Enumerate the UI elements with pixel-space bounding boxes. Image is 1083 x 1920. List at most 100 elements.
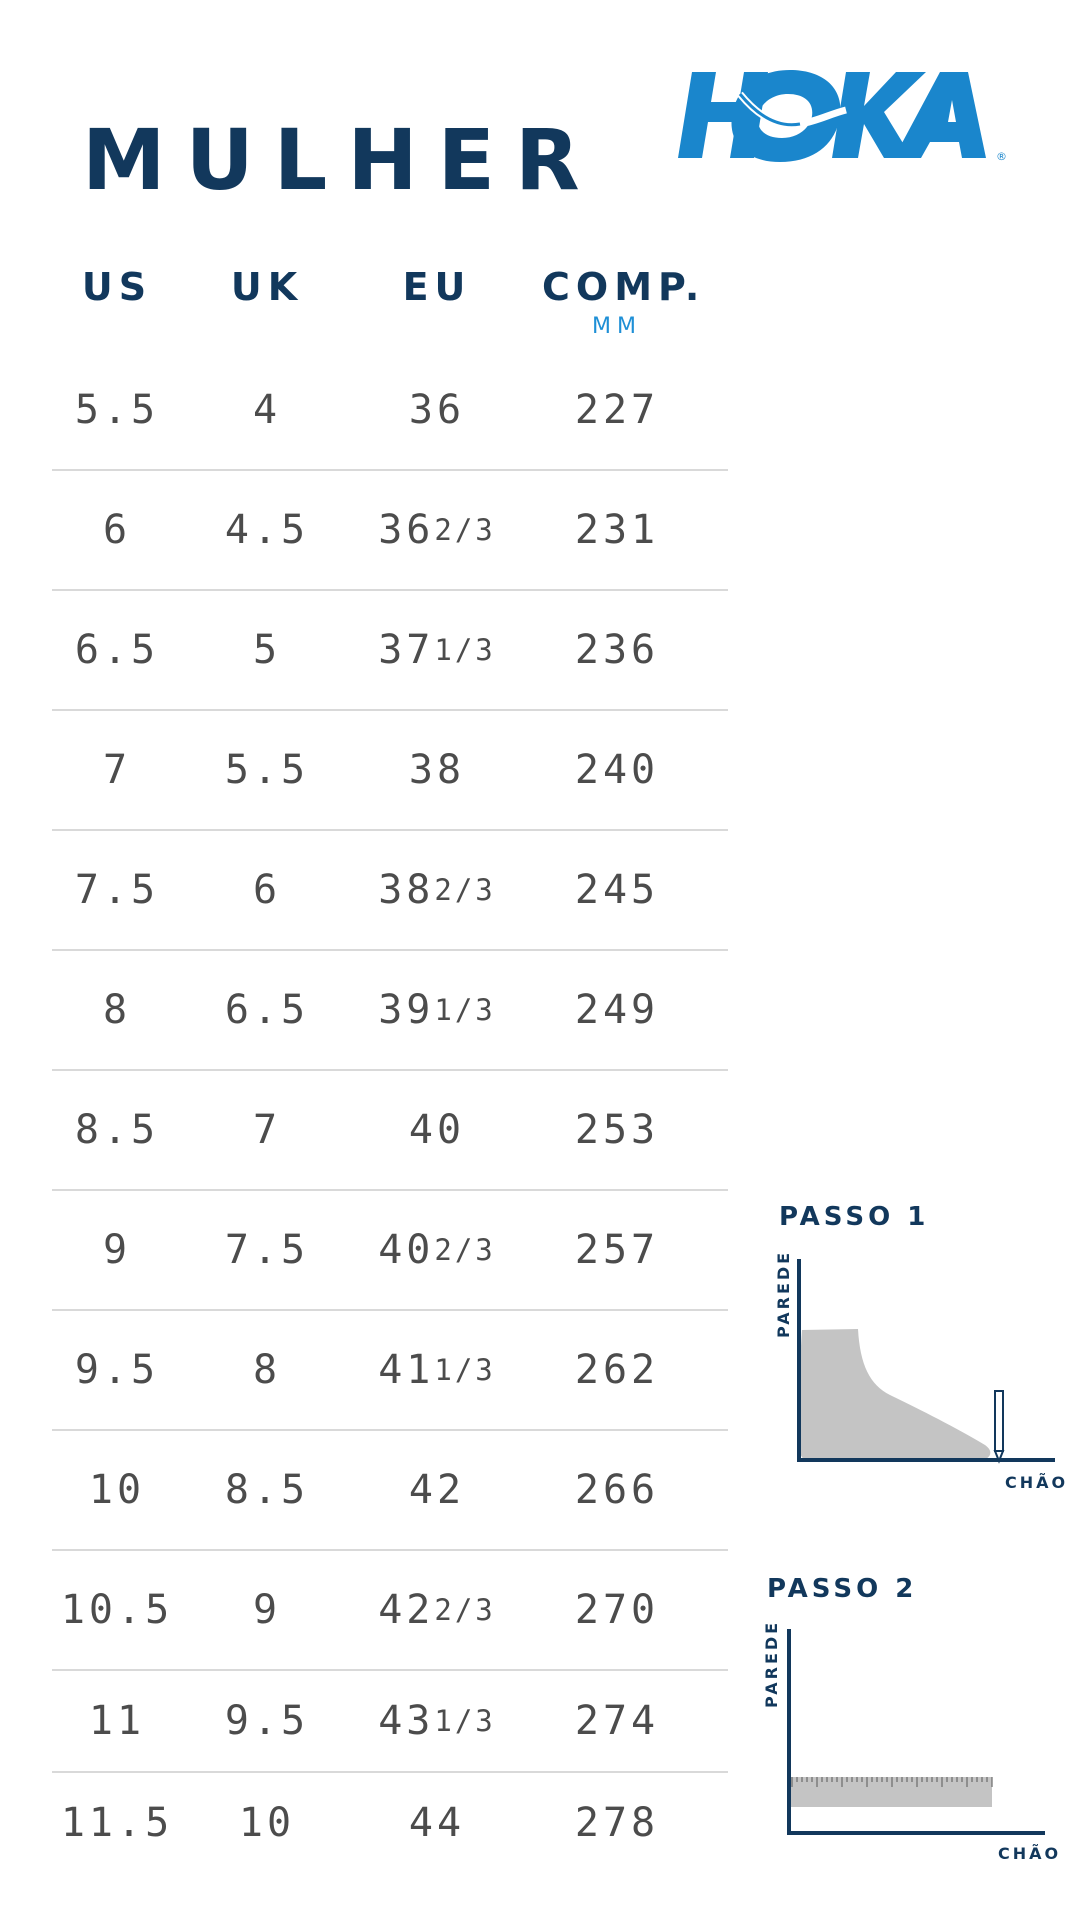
step-1-label: PASSO 1 [779,1202,930,1232]
us-size: 6.5 [74,627,160,673]
eu-size-fraction: 1/3 [434,1704,496,1738]
eu-size-whole: 38 [378,867,435,913]
table-row: 5.5 4 36 227 [52,351,728,471]
eu-size-whole: 36 [408,387,466,433]
us-size: 9 [102,1227,132,1273]
us-size: 7.5 [74,867,160,913]
us-size: 6 [102,507,132,553]
eu-size: 38 [352,711,522,829]
eu-size-whole: 39 [378,987,435,1033]
eu-size: 40 [352,1071,522,1189]
foot-length-mm: 278 [574,1800,660,1846]
us-size: 8 [102,987,132,1033]
eu-size-fraction: 1/3 [434,633,496,667]
uk-size: 5 [252,627,282,673]
step-2-label: PASSO 2 [767,1574,918,1604]
eu-size-fraction: 2/3 [434,513,496,547]
foot-length-mm: 270 [574,1587,660,1633]
table-row: 7 5.5 38 240 [52,711,728,831]
header-us: US [81,265,153,309]
registered-mark: ® [996,150,1007,163]
uk-size: 6.5 [224,987,310,1033]
eu-size: 40 2/3 [352,1191,522,1309]
uk-size: 4.5 [224,507,310,553]
uk-size: 9 [252,1587,282,1633]
eu-size-whole: 36 [378,507,435,553]
uk-size: 7 [252,1107,282,1153]
table-row: 7.5 6 38 2/3 245 [52,831,728,951]
uk-size: 10 [238,1800,296,1846]
eu-size: 36 [352,351,522,469]
eu-size-fraction: 2/3 [434,873,496,907]
eu-size-whole: 42 [408,1467,466,1513]
table-row: 10 8.5 42 266 [52,1431,728,1551]
eu-size: 37 1/3 [352,591,522,709]
eu-size: 42 2/3 [352,1551,522,1669]
foot-against-wall-icon [797,1259,1055,1464]
header-eu: EU [402,265,472,309]
eu-size-fraction: 1/3 [434,1353,496,1387]
eu-size-whole: 37 [378,627,435,673]
size-table: 5.5 4 36 227 6 4.5 36 2/3 231 6.5 5 37 1/3 236 7 5.5 38 2… [52,351,728,1873]
header-comp: COMP. [542,265,706,309]
table-row: 8.5 7 40 253 [52,1071,728,1191]
table-row: 11.5 10 44 278 [52,1773,728,1873]
table-row: 10.5 9 42 2/3 270 [52,1551,728,1671]
us-size: 10.5 [60,1587,174,1633]
step-2-floor-label: CHÃO [998,1844,1062,1863]
eu-size: 41 1/3 [352,1311,522,1429]
us-size: 9.5 [74,1347,160,1393]
eu-size-whole: 43 [378,1698,435,1744]
foot-length-mm: 227 [574,387,660,433]
step-1-floor-label: CHÃO [1005,1473,1069,1492]
us-size: 8.5 [74,1107,160,1153]
eu-size-fraction: 2/3 [434,1593,496,1627]
uk-size: 7.5 [224,1227,310,1273]
eu-size-whole: 38 [408,747,466,793]
foot-length-mm: 249 [574,987,660,1033]
foot-length-mm: 257 [574,1227,660,1273]
uk-size: 4 [252,387,282,433]
eu-size-fraction: 1/3 [434,993,496,1027]
pencil-icon [993,1390,1005,1464]
table-row: 9 7.5 40 2/3 257 [52,1191,728,1311]
eu-size: 42 [352,1431,522,1549]
us-size: 11.5 [60,1800,174,1846]
eu-size-whole: 40 [378,1227,435,1273]
foot-length-mm: 262 [574,1347,660,1393]
eu-size: 36 2/3 [352,471,522,589]
table-row: 11 9.5 43 1/3 274 [52,1671,728,1773]
foot-length-mm: 266 [574,1467,660,1513]
table-row: 6 4.5 36 2/3 231 [52,471,728,591]
foot-length-mm: 231 [574,507,660,553]
header-uk: UK [230,265,304,309]
foot-length-mm: 253 [574,1107,660,1153]
table-row: 9.5 8 41 1/3 262 [52,1311,728,1431]
eu-size-fraction: 2/3 [434,1233,496,1267]
eu-size: 38 2/3 [352,831,522,949]
eu-size: 39 1/3 [352,951,522,1069]
eu-size-whole: 42 [378,1587,435,1633]
uk-size: 8 [252,1347,282,1393]
us-size: 11 [88,1698,146,1744]
us-size: 7 [102,747,132,793]
page-title: MULHER [82,111,600,209]
eu-size: 44 [352,1773,522,1873]
eu-size-whole: 44 [408,1800,466,1846]
uk-size: 9.5 [224,1698,310,1744]
foot-length-mm: 240 [574,747,660,793]
uk-size: 5.5 [224,747,310,793]
eu-size: 43 1/3 [352,1671,522,1771]
hoka-logo-icon: ® [678,70,1007,163]
uk-size: 6 [252,867,282,913]
step-2-wall-label: PAREDE [762,1619,781,1708]
us-size: 5.5 [74,387,160,433]
table-row: 6.5 5 37 1/3 236 [52,591,728,711]
ruler-icon [787,1629,1045,1835]
uk-size: 8.5 [224,1467,310,1513]
eu-size-whole: 41 [378,1347,435,1393]
table-row: 8 6.5 39 1/3 249 [52,951,728,1071]
foot-length-mm: 274 [574,1698,660,1744]
header-comp-unit: MM [592,314,642,339]
eu-size-whole: 40 [408,1107,466,1153]
